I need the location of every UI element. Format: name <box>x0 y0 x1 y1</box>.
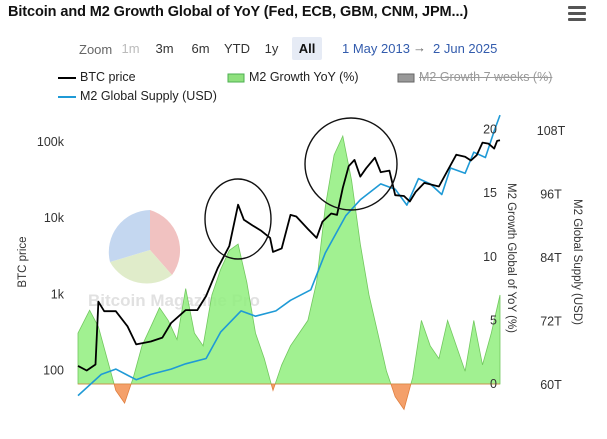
m2-growth-tick-label: 10 <box>483 250 497 264</box>
btc-tick-label: 10k <box>44 211 65 225</box>
chart-title: Bitcoin and M2 Growth Global of YoY (Fed… <box>8 4 469 20</box>
m2-supply-tick-label: 60T <box>540 378 562 392</box>
m2-growth-tick-label: 20 <box>483 123 497 137</box>
m2-growth-positive-area <box>77 134 501 385</box>
hamburger-menu-icon[interactable] <box>568 6 586 22</box>
m2-supply-tick-label: 84T <box>540 251 562 265</box>
legend-label: M2 Growth 7 weeks (%) <box>419 70 553 84</box>
legend-item-btc-price[interactable]: BTC price <box>58 68 136 86</box>
zoom-label: Zoom <box>79 42 113 57</box>
legend-label: BTC price <box>80 70 136 84</box>
btc-tick-label: 1k <box>51 287 65 301</box>
menu-bar <box>568 6 586 9</box>
area-symbol-icon <box>227 72 245 83</box>
m2-supply-tick-label: 72T <box>540 315 562 329</box>
legend-item-m2-global-supply[interactable]: M2 Global Supply (USD) <box>58 87 217 105</box>
btc-tick-label: 100 <box>43 364 64 378</box>
line-symbol-icon <box>58 72 76 82</box>
m2-growth-area <box>77 134 501 411</box>
btc-axis-title: BTC price <box>17 236 29 287</box>
m2-supply-axis-title: M2 Global Supply (USD) <box>571 199 583 325</box>
area-symbol-icon <box>397 72 415 83</box>
to-date-input[interactable]: 2 Jun 2025 <box>433 41 498 56</box>
m2-supply-tick-label: 108T <box>537 124 566 138</box>
legend-item-m2-growth-yoy[interactable]: M2 Growth YoY (%) <box>227 68 359 86</box>
zoom-3m-button[interactable]: 3m <box>155 41 174 56</box>
btc-tick-label: 100k <box>37 135 65 149</box>
zoom-1m-button[interactable]: 1m <box>121 41 140 56</box>
from-date-input[interactable]: 1 May 2013 <box>342 41 410 56</box>
legend-item-m2-growth-7-weeks[interactable]: M2 Growth 7 weeks (%) <box>397 68 552 86</box>
line-symbol-icon <box>58 91 76 101</box>
date-range-arrow: → <box>413 40 426 55</box>
zoom-all-button[interactable]: All <box>292 37 322 60</box>
m2-growth-negative-area <box>78 383 500 411</box>
highlight-circle <box>304 117 398 211</box>
zoom-6m-button[interactable]: 6m <box>191 41 210 56</box>
m2-growth-tick-label: 0 <box>490 377 497 391</box>
m2-growth-axis-title: M2 Growth Global of YoY (%) <box>505 183 517 333</box>
menu-bar <box>568 18 586 21</box>
m2-supply-tick-label: 96T <box>540 188 562 202</box>
highlight-circle <box>204 178 272 260</box>
m2-growth-tick-label: 5 <box>490 313 497 327</box>
zoom-1y-button[interactable]: 1y <box>264 41 279 56</box>
m2-global-supply-line <box>77 114 501 397</box>
btc-price-line <box>77 139 501 372</box>
zoom-ytd-button[interactable]: YTD <box>224 41 250 56</box>
menu-bar <box>568 12 586 15</box>
m2-growth-tick-label: 15 <box>483 186 497 200</box>
legend-label: M2 Global Supply (USD) <box>80 89 217 103</box>
legend-label: M2 Growth YoY (%) <box>249 70 359 84</box>
